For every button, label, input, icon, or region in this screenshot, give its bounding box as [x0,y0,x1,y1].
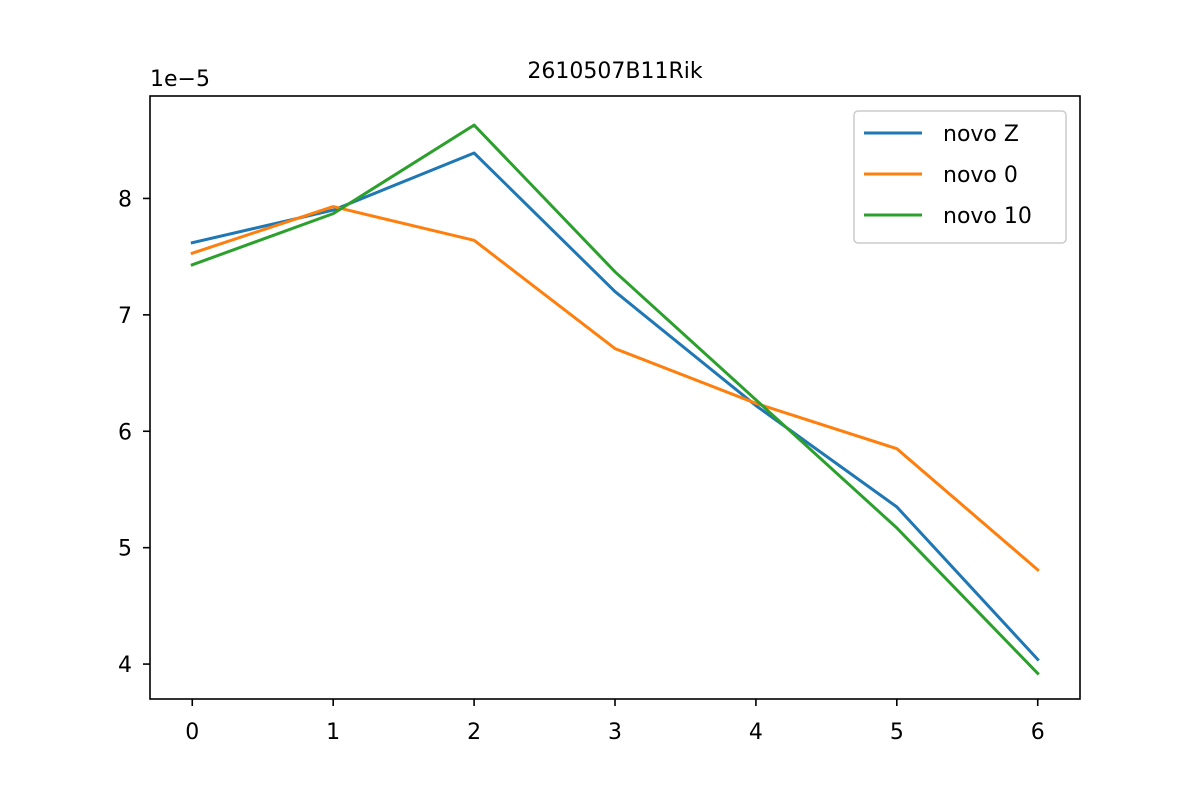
y-tick-label: 8 [118,187,132,212]
x-tick-label: 3 [608,720,622,745]
y-tick-label: 5 [118,537,132,562]
y-tick-label: 7 [118,304,132,329]
legend-label-1: novo 0 [943,163,1018,188]
plot-lines [190,123,1040,676]
series-line-2 [190,123,1040,676]
x-tick-label: 0 [185,720,199,745]
y-tick-label: 6 [118,420,132,445]
legend: novo Z novo 0 novo 10 [853,110,1067,244]
series-line-1 [190,205,1040,572]
x-tick-label: 1 [326,720,340,745]
x-tick-label: 5 [890,720,904,745]
y-axis: 4 5 6 7 8 [118,187,150,678]
legend-box [853,110,1067,244]
x-axis: 0 1 2 3 4 5 6 [185,699,1045,745]
x-tick-label: 4 [749,720,763,745]
series-line-0 [190,151,1040,662]
legend-label-2: novo 10 [943,204,1032,229]
x-tick-label: 2 [467,720,481,745]
y-tick-label: 4 [118,653,132,678]
chart-title: 2610507B11Rik [527,59,702,84]
legend-label-0: novo Z [943,122,1019,147]
x-tick-label: 6 [1031,720,1045,745]
y-offset-label: 1e−5 [150,67,210,92]
